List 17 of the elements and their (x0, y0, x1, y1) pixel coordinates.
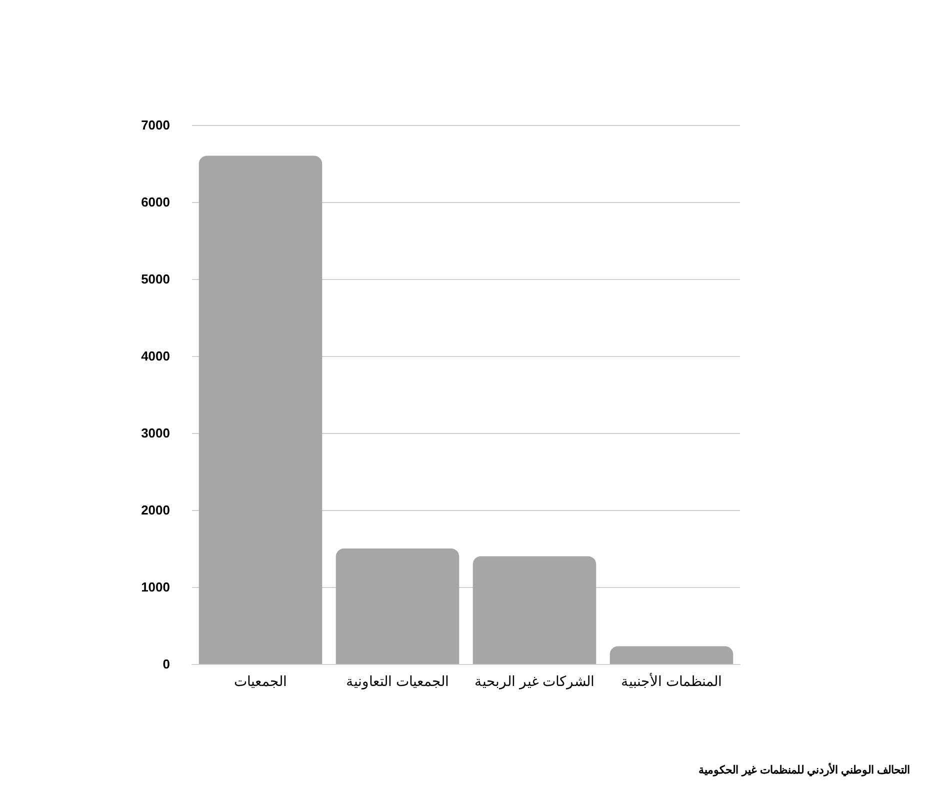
y-tick-label: 0 (162, 656, 170, 672)
y-tick-label: 6000 (141, 194, 170, 210)
y-tick-label: 5000 (141, 272, 170, 286)
y-tick-label: 1000 (141, 580, 170, 594)
bar (198, 156, 322, 664)
x-tick-label: المنظمات الأجنبية (621, 672, 722, 689)
bar (472, 556, 596, 664)
bar (336, 548, 460, 664)
y-tick-label: 3000 (141, 426, 170, 440)
x-tick-label: الشركات غير الربحية (474, 673, 594, 690)
text: التحالف الوطني الأردني للمنظمات غير الحكومية (698, 762, 910, 778)
bar (610, 646, 734, 664)
y-tick-label: 4000 (141, 348, 170, 364)
x-tick-label: الجمعيات التعاونية (346, 673, 449, 690)
y-tick-label: 2000 (141, 502, 170, 518)
y-tick-label: 7000 (141, 118, 170, 132)
x-tick-label: الجمعيات (234, 673, 287, 689)
